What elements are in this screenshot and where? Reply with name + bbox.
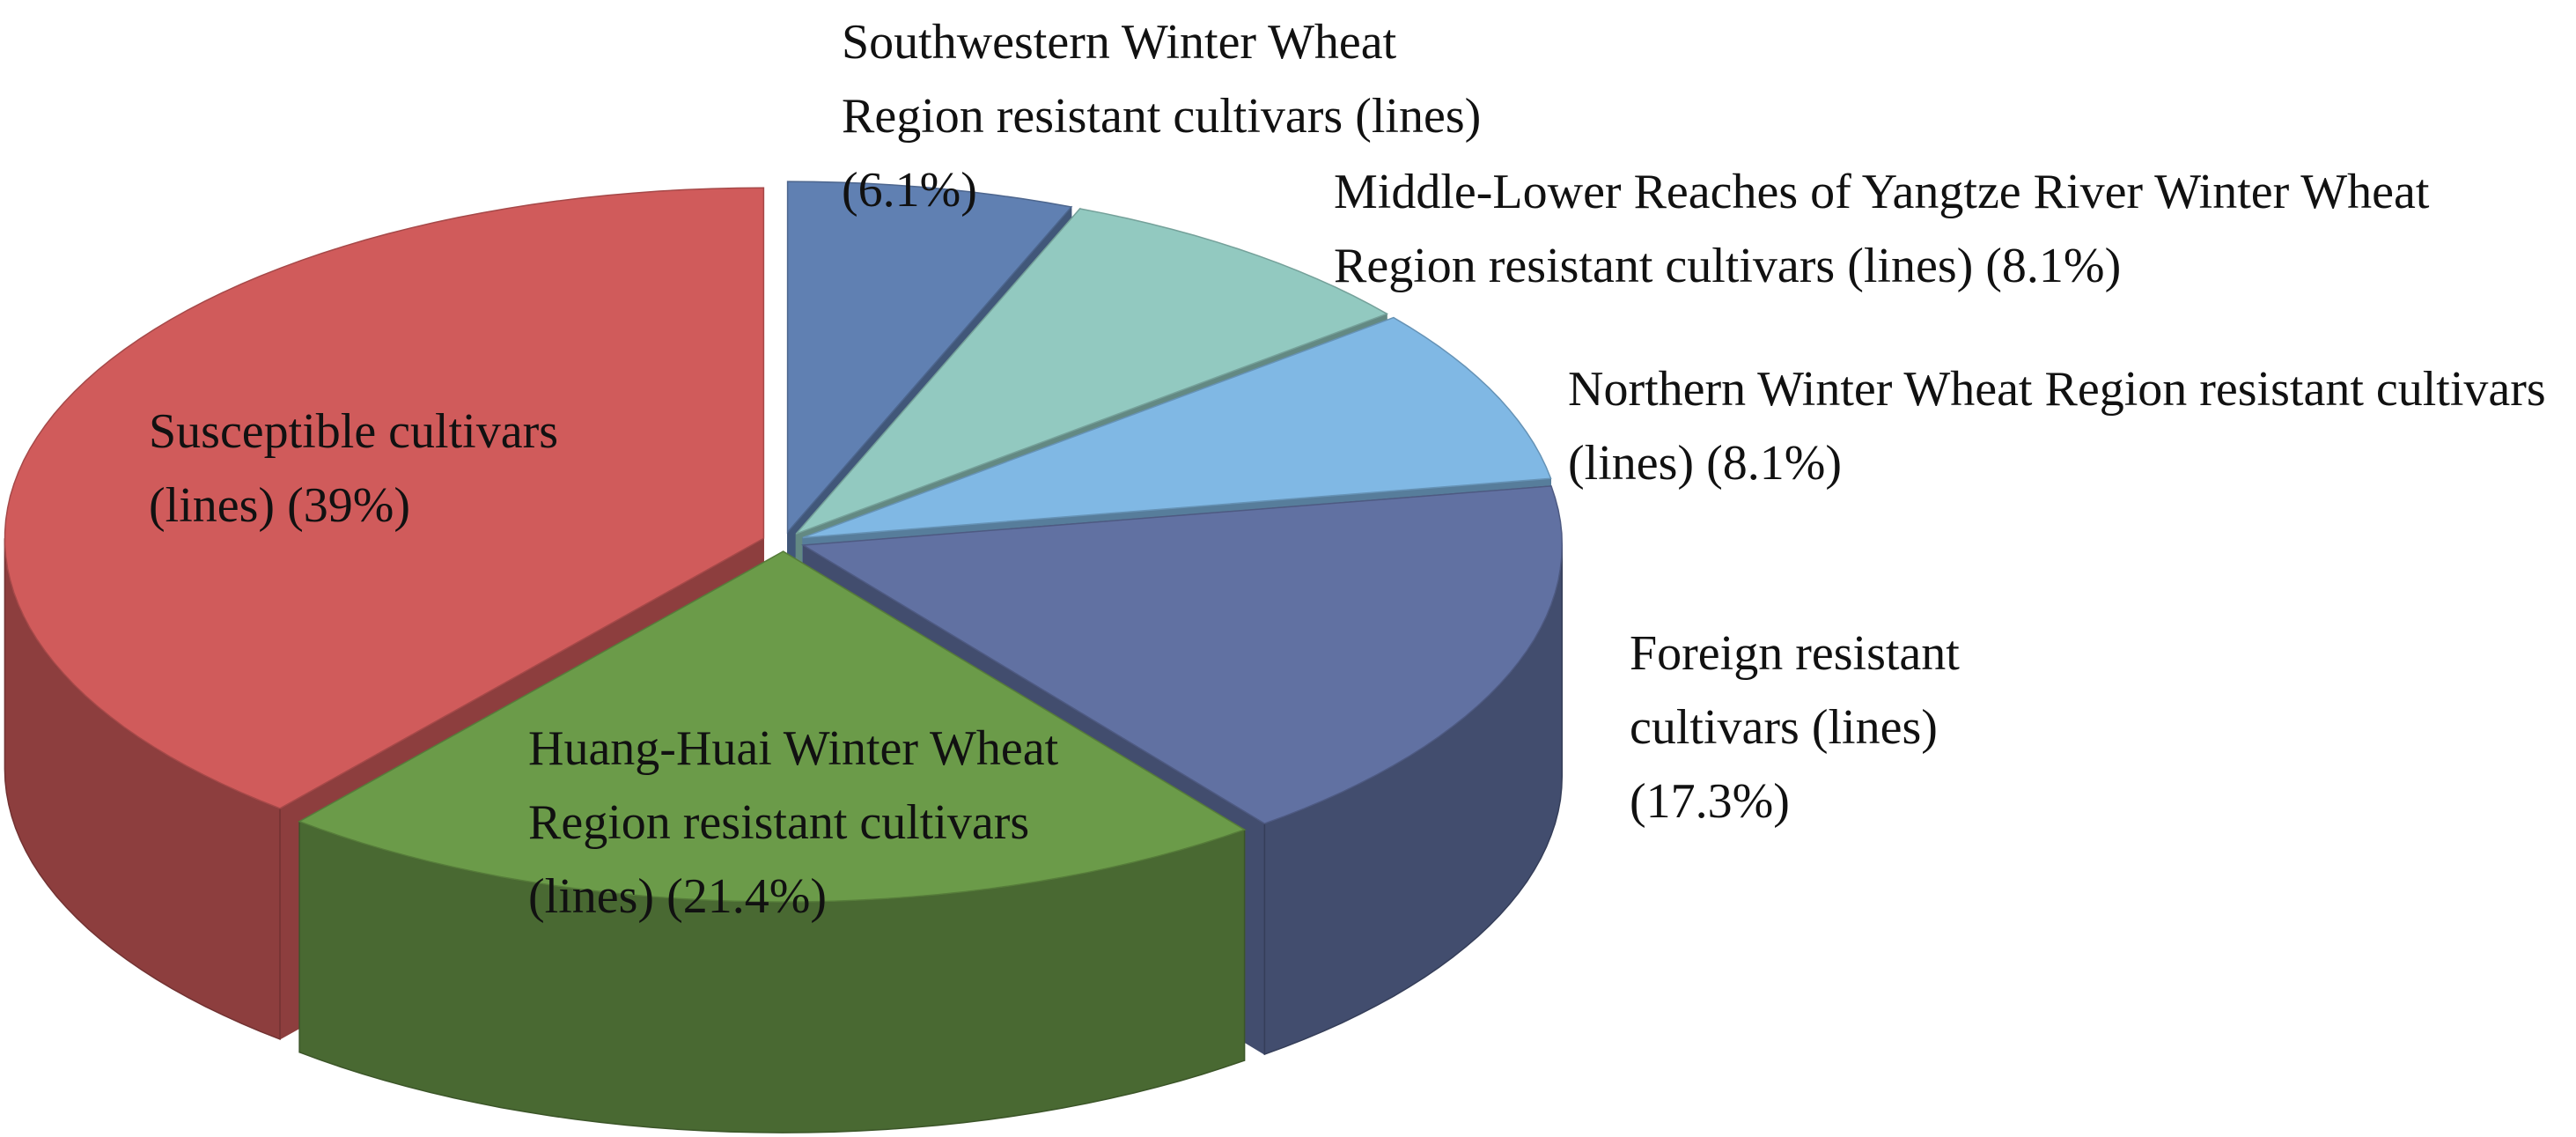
value-label: (39%) <box>287 478 411 533</box>
value-label: (8.1%) <box>1706 436 1843 491</box>
value-label: (17.3%) <box>1630 774 1790 829</box>
category-label: Southwestern Winter Wheat Region resista… <box>842 15 1482 144</box>
value-label: (6.1%) <box>842 163 977 218</box>
slice <box>800 485 1564 824</box>
slice-label: Huang-Huai Winter Wheat Region resistant… <box>528 712 1092 934</box>
slice-label: Northern Winter Wheat Region resistant c… <box>1568 352 2554 500</box>
slice-label: Susceptible cultivars (lines) (39%) <box>149 395 659 543</box>
category-label: Foreign resistant cultivars (lines) <box>1630 626 1960 755</box>
slice-label: Middle-Lower Reaches of Yangtze River Wi… <box>1334 155 2576 303</box>
slice <box>802 316 1552 539</box>
slice-label: Foreign resistant cultivars (lines) (17.… <box>1630 616 2070 838</box>
slice <box>795 208 1389 535</box>
slice <box>4 187 765 809</box>
category-label: Middle-Lower Reaches of Yangtze River Wi… <box>1334 165 2430 293</box>
slice-label: Southwestern Winter Wheat Region resista… <box>842 5 1511 227</box>
slice <box>786 181 1073 535</box>
category-label: Huang-Huai Winter Wheat Region resistant… <box>528 721 1059 924</box>
slice <box>298 550 1247 903</box>
value-label: (8.1%) <box>1985 239 2122 293</box>
category-label: Northern Winter Wheat Region resistant c… <box>1568 362 2546 491</box>
category-label: Susceptible cultivars (lines) <box>149 404 559 533</box>
value-label: (21.4%) <box>666 869 828 924</box>
